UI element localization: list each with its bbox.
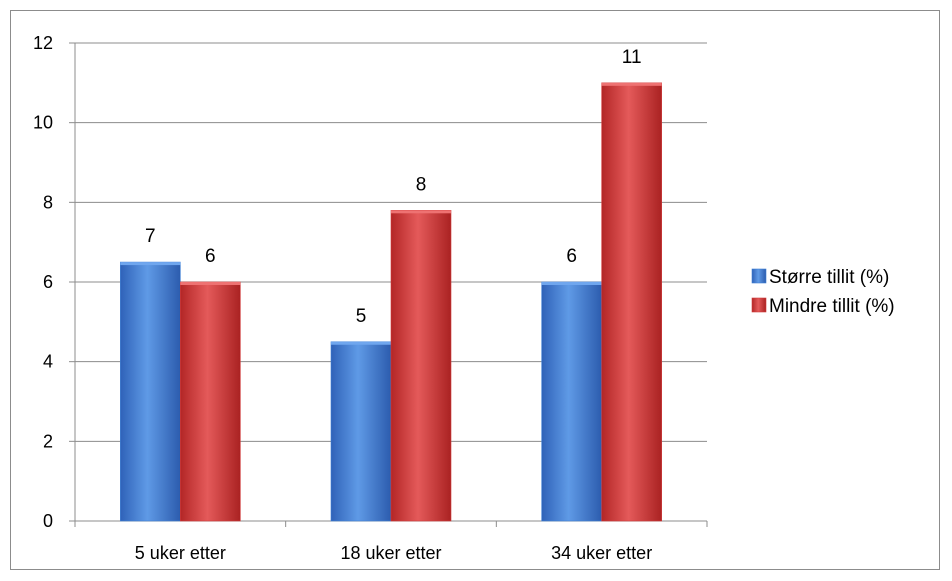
- legend: Større tillit (%) Mindre tillit (%): [751, 267, 895, 317]
- bar-storre-tillit: [541, 281, 602, 522]
- bar-mindre-tillit: [390, 210, 452, 522]
- bar-mindre-tillit: [180, 281, 241, 522]
- data-label: 8: [416, 174, 427, 195]
- legend-swatch: [751, 268, 767, 284]
- y-tick-label: 4: [43, 352, 53, 372]
- y-tick-label: 10: [33, 113, 53, 133]
- legend-label: Større tillit (%): [769, 267, 889, 288]
- bars: [120, 82, 662, 522]
- data-labels: 7 5 6 6 8 11: [145, 47, 641, 327]
- bar-top-highlight: [180, 282, 241, 285]
- x-tick-label: 18 uker etter: [340, 543, 441, 563]
- y-tick-label: 12: [33, 33, 53, 53]
- data-label: 5: [356, 306, 367, 327]
- bar-storre-tillit: [330, 341, 392, 522]
- data-label: 11: [622, 47, 642, 68]
- x-tick-label: 34 uker etter: [551, 543, 652, 563]
- bar-top-highlight: [601, 82, 662, 86]
- axes: 0 2 4 6 8 10 12 5 uker etter 18 uker etter 34 uke…: [33, 33, 708, 563]
- bar-top-highlight: [391, 210, 451, 214]
- bar-top-highlight: [331, 341, 391, 345]
- bar-top-highlight: [541, 282, 602, 285]
- data-label: 7: [145, 226, 156, 247]
- y-tick-label: 8: [43, 192, 53, 212]
- y-tick-label: 2: [43, 431, 53, 451]
- data-label: 6: [205, 246, 216, 267]
- bar-storre-tillit: [120, 261, 181, 522]
- y-tick-label: 6: [43, 272, 53, 292]
- data-label: 6: [566, 246, 577, 267]
- y-tick-label: 0: [43, 511, 53, 531]
- legend-swatch: [751, 297, 767, 313]
- x-tick-label: 5 uker etter: [135, 543, 226, 563]
- bar-top-highlight: [120, 262, 181, 266]
- bar-mindre-tillit: [601, 82, 662, 522]
- legend-label: Mindre tillit (%): [769, 296, 895, 317]
